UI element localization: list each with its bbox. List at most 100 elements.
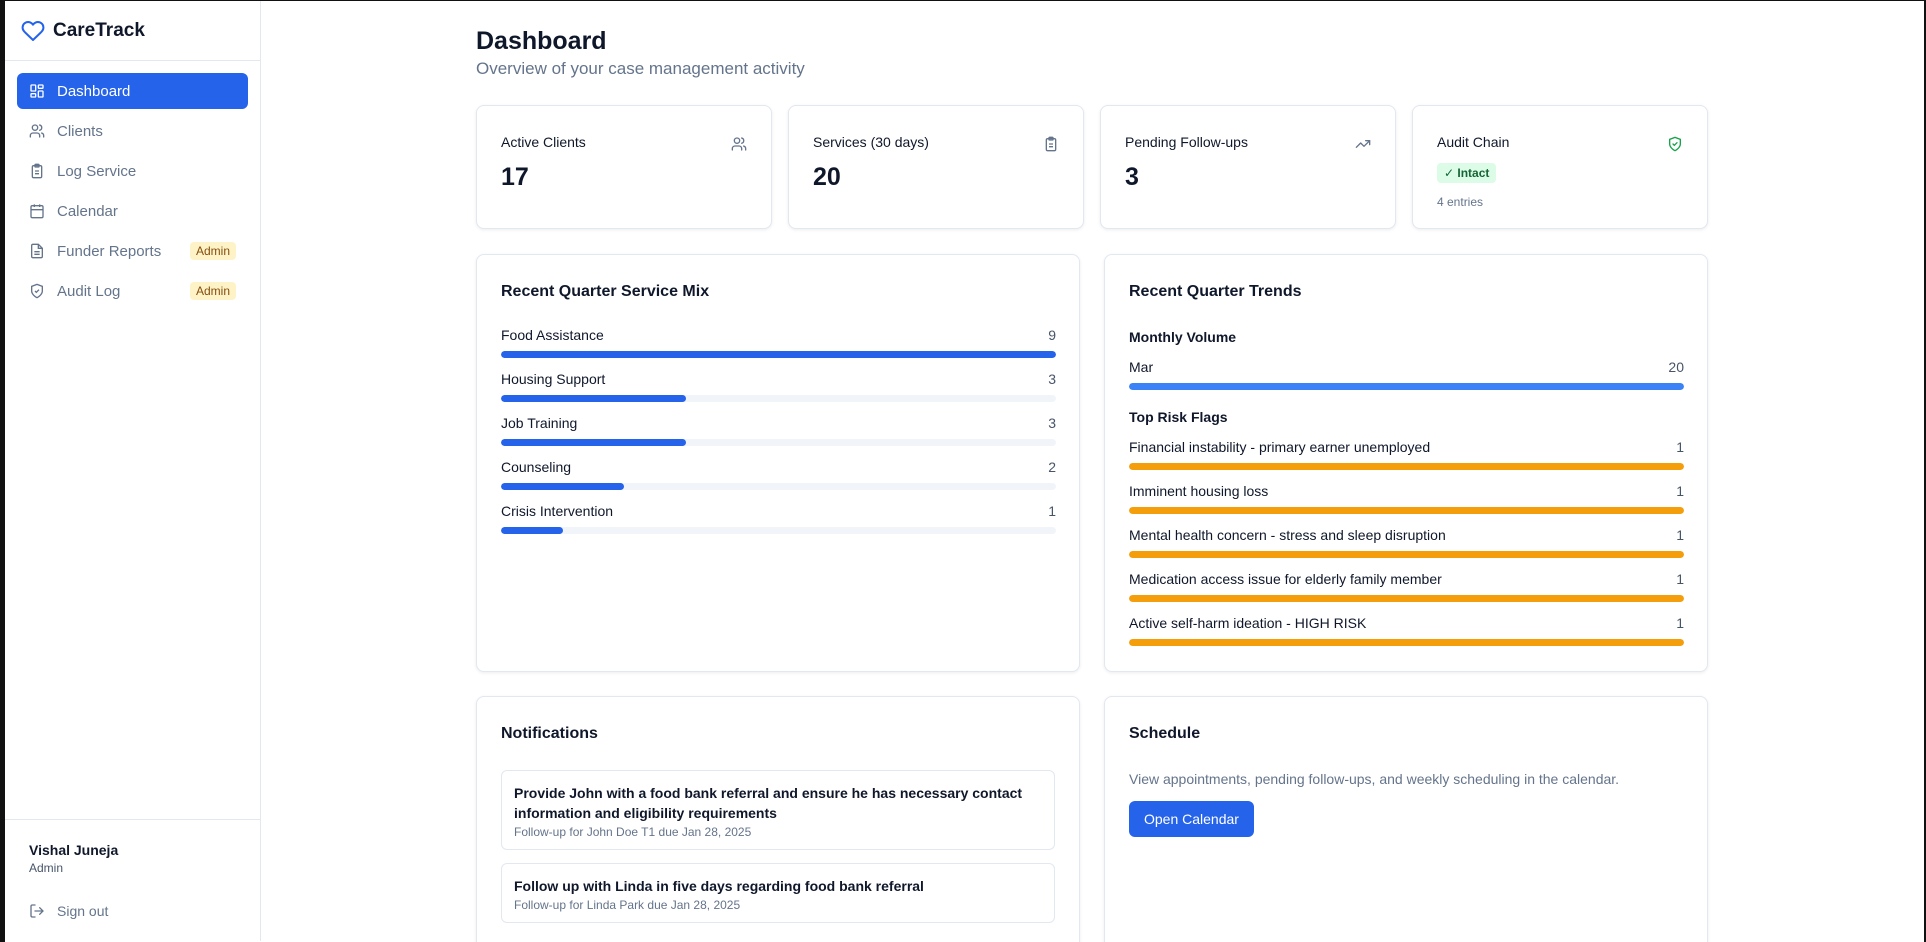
- card-title: Recent Quarter Service Mix: [501, 283, 710, 300]
- bar-label: Housing Support: [501, 371, 606, 387]
- sidebar-item-calendar[interactable]: Calendar: [17, 193, 248, 229]
- bar-fill: [501, 439, 686, 446]
- user-name: Vishal Juneja: [29, 842, 119, 858]
- brand[interactable]: CareTrack: [5, 1, 260, 61]
- bar-fill: [1129, 507, 1684, 514]
- bar-track: [501, 483, 1056, 490]
- bar-value: 1: [1676, 571, 1684, 587]
- bar-value: 1: [1676, 527, 1684, 543]
- bar-fill: [1129, 595, 1684, 602]
- bar-header: Imminent housing loss 1: [1129, 483, 1684, 501]
- sidebar-item-label: Clients: [57, 122, 103, 140]
- sidebar-item-audit-log[interactable]: Audit Log Admin: [17, 273, 248, 309]
- bar-fill: [1129, 463, 1684, 470]
- bar-row: Food Assistance 9: [501, 327, 1056, 358]
- sign-out-label: Sign out: [57, 903, 109, 919]
- stat-label: Services (30 days): [813, 134, 929, 150]
- bar-value: 1: [1048, 503, 1056, 519]
- bar-track: [501, 439, 1056, 446]
- shield-icon: [31, 283, 43, 299]
- notification-item[interactable]: Provide John with a food bank referral a…: [501, 770, 1055, 850]
- open-calendar-button[interactable]: Open Calendar: [1129, 801, 1254, 837]
- sidebar-item-label: Dashboard: [57, 82, 131, 100]
- notification-subtitle: Follow-up for John Doe T1 due Jan 28, 20…: [514, 825, 752, 839]
- bar-fill: [501, 351, 1056, 358]
- bar-label: Imminent housing loss: [1129, 483, 1269, 499]
- notification-subtitle: Follow-up for Linda Park due Jan 28, 202…: [514, 898, 741, 912]
- stat-value: 20: [813, 163, 841, 191]
- bar-row: Active self-harm ideation - HIGH RISK 1: [1129, 615, 1684, 646]
- stat-card-active-clients: Active Clients 17: [476, 105, 772, 229]
- risk-flags-heading: Top Risk Flags: [1129, 409, 1228, 425]
- heart-icon: [21, 20, 45, 41]
- bar-fill: [1129, 551, 1684, 558]
- bar-row: Mental health concern - stress and sleep…: [1129, 527, 1684, 558]
- bar-header: Mental health concern - stress and sleep…: [1129, 527, 1684, 545]
- sidebar-item-clients[interactable]: Clients: [17, 113, 248, 149]
- file-text-icon: [31, 243, 43, 259]
- bar-row: Financial instability - primary earner u…: [1129, 439, 1684, 470]
- bar-label: Food Assistance: [501, 327, 604, 343]
- user-block: Vishal Juneja Admin Sign out: [5, 819, 260, 941]
- bar-track: [501, 527, 1056, 534]
- trending-up-icon: [1355, 140, 1371, 148]
- bar-value: 3: [1048, 371, 1056, 387]
- bar-track: [1129, 639, 1684, 646]
- bar-track: [501, 351, 1056, 358]
- bar-row: Medication access issue for elderly fami…: [1129, 571, 1684, 602]
- bar-track: [1129, 507, 1684, 514]
- sidebar-item-dashboard[interactable]: Dashboard: [17, 73, 248, 109]
- bar-label: Mental health concern - stress and sleep…: [1129, 527, 1446, 543]
- monthly-volume-heading: Monthly Volume: [1129, 329, 1237, 345]
- bar-row: Job Training 3: [501, 415, 1056, 446]
- users-icon: [29, 124, 45, 138]
- bar-value: 20: [1668, 359, 1684, 375]
- bar-header: Crisis Intervention 1: [501, 503, 1056, 521]
- stat-card-services: Services (30 days) 20: [788, 105, 1084, 229]
- bar-label: Financial instability - primary earner u…: [1129, 439, 1431, 455]
- schedule-description: View appointments, pending follow-ups, a…: [1129, 771, 1620, 787]
- admin-badge: Admin: [189, 242, 236, 260]
- users-icon: [731, 137, 747, 151]
- stat-label: Active Clients: [501, 134, 586, 150]
- card-title: Recent Quarter Trends: [1129, 283, 1302, 300]
- bar-value: 3: [1048, 415, 1056, 431]
- sign-out-button[interactable]: Sign out: [29, 903, 260, 919]
- bar-header: Medication access issue for elderly fami…: [1129, 571, 1684, 589]
- sidebar-item-label: Log Service: [57, 162, 137, 180]
- bar-value: 1: [1676, 483, 1684, 499]
- bar-fill: [501, 527, 563, 534]
- layout-grid-icon: [30, 84, 44, 98]
- bar-value: 2: [1048, 459, 1056, 475]
- card-title: Schedule: [1129, 725, 1201, 742]
- user-role: Admin: [29, 861, 64, 875]
- card-title: Notifications: [501, 725, 598, 742]
- bar-header: Job Training 3: [501, 415, 1056, 433]
- calendar-icon: [30, 204, 44, 219]
- bar-value: 1: [1676, 615, 1684, 631]
- notifications-card: Notifications Provide John with a food b…: [476, 696, 1080, 942]
- service-mix-card: Recent Quarter Service Mix Food Assistan…: [476, 254, 1080, 672]
- stat-value: 3: [1125, 163, 1139, 191]
- stat-value: 17: [501, 163, 529, 191]
- bar-label: Crisis Intervention: [501, 503, 614, 519]
- bar-fill: [1129, 639, 1684, 646]
- bar-header: Housing Support 3: [501, 371, 1056, 389]
- sidebar-item-funder-reports[interactable]: Funder Reports Admin: [17, 233, 248, 269]
- bar-fill: [501, 395, 686, 402]
- clipboard-icon: [1045, 136, 1057, 152]
- page-subtitle: Overview of your case management activit…: [476, 59, 805, 78]
- sidebar-item-label: Funder Reports: [57, 242, 162, 260]
- app-name: CareTrack: [53, 19, 145, 41]
- bar-header: Food Assistance 9: [501, 327, 1056, 345]
- notification-item[interactable]: Follow up with Linda in five days regard…: [501, 863, 1055, 923]
- log-out-icon: [30, 904, 44, 918]
- bar-value: 1: [1676, 439, 1684, 455]
- stat-label: Pending Follow-ups: [1125, 134, 1248, 150]
- sidebar-nav: Dashboard Clients Log Service Calendar F…: [5, 61, 260, 309]
- shield-check-icon: [1669, 136, 1681, 152]
- bar-header: Financial instability - primary earner u…: [1129, 439, 1684, 457]
- sidebar-item-log-service[interactable]: Log Service: [17, 153, 248, 189]
- bar-track: [1129, 463, 1684, 470]
- bar-row: Mar 20: [1129, 359, 1684, 390]
